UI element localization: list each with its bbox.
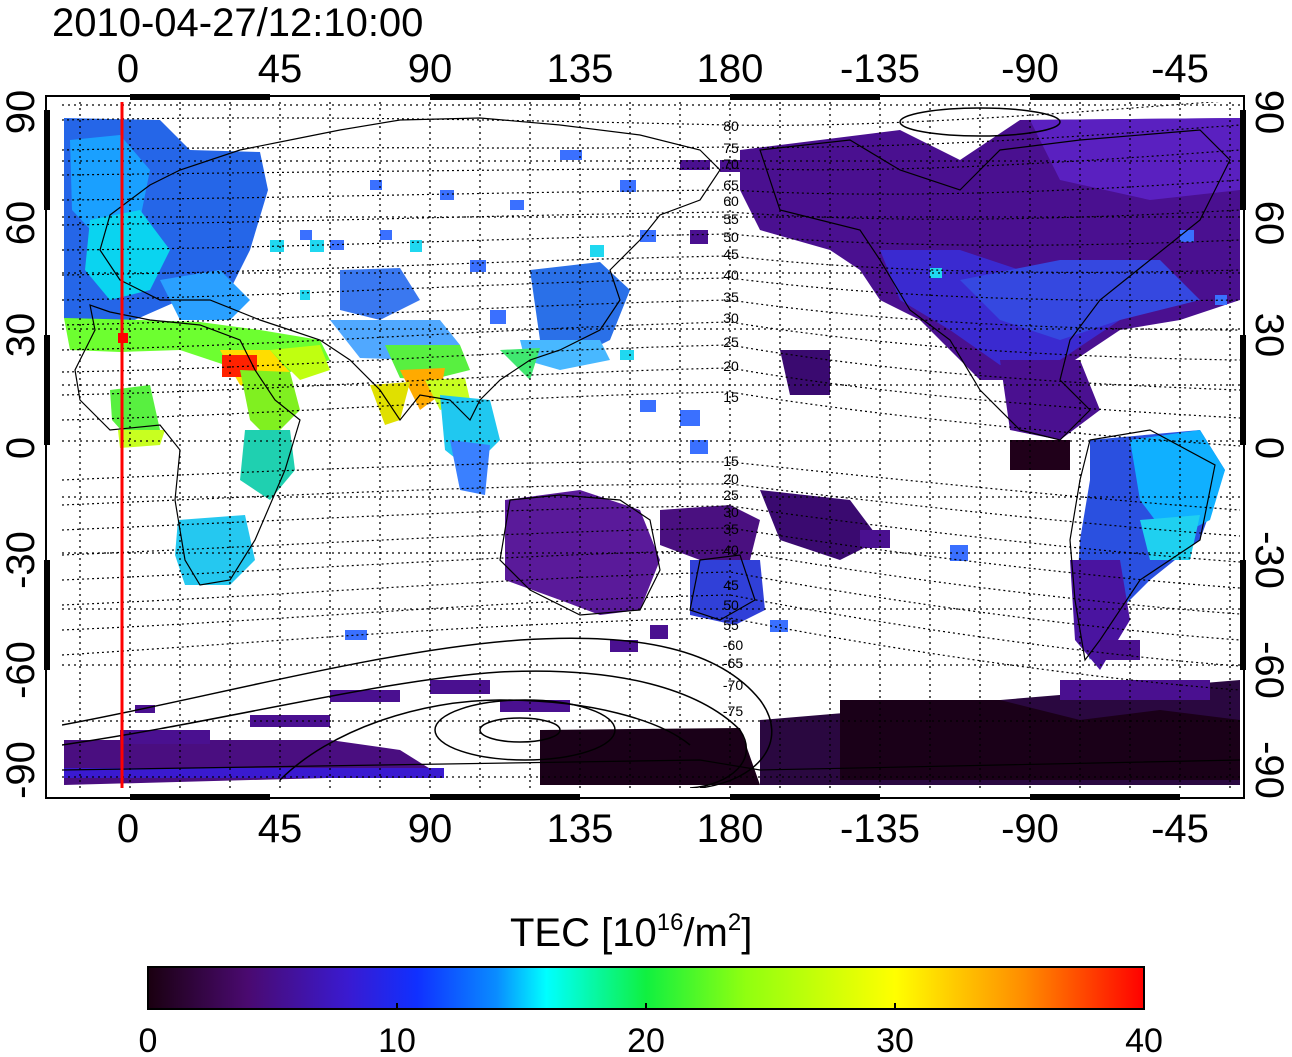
bottom-tick-label: -45 — [1151, 807, 1209, 851]
contour-label: -60 — [723, 637, 743, 653]
bottom-tick-label: 90 — [408, 807, 453, 851]
southern-solid-contours — [62, 107, 1061, 788]
contour-label: 40 — [723, 267, 739, 283]
left-tick-label: 0 — [0, 437, 43, 459]
top-tick-label: 180 — [697, 47, 764, 91]
contour-label: 15 — [723, 453, 739, 469]
contour-label: 55 — [723, 211, 739, 227]
colorbar-tick-label: 20 — [627, 1022, 665, 1057]
contour-label: 65 — [723, 177, 739, 193]
left-tick-label: 30 — [0, 313, 43, 358]
colorbar-tick-labels: 0 10 20 30 40 — [139, 1022, 1163, 1057]
bottom-longitude-ticks: 0 45 90 135 180 -135 -90 -45 — [117, 807, 1209, 851]
bottom-tick-label: 45 — [258, 807, 303, 851]
colorbar-label: TEC [1016/m2] — [510, 909, 752, 955]
contour-label: -75 — [723, 703, 743, 719]
left-tick-label: 90 — [0, 90, 43, 135]
contour-label: 75 — [723, 140, 739, 156]
contour-label: 20 — [723, 471, 739, 487]
colorbar-tick-label: 30 — [876, 1022, 914, 1057]
top-tick-label: -45 — [1151, 47, 1209, 91]
right-tick-label: 0 — [1247, 437, 1291, 459]
contour-label: -70 — [723, 677, 743, 693]
bottom-tick-label: 135 — [547, 807, 614, 851]
bottom-tick-label: -90 — [1001, 807, 1059, 851]
contour-label: 40 — [723, 542, 739, 558]
left-tick-label: -60 — [0, 641, 43, 699]
tec-data-patches — [64, 118, 1240, 785]
colorbar — [147, 966, 1145, 1010]
contour-label: 80 — [723, 118, 739, 134]
top-tick-label: -135 — [840, 47, 920, 91]
bottom-tick-label: 180 — [697, 807, 764, 851]
colorbar-label-unit: /m — [683, 911, 727, 955]
contour-label: 45 — [723, 246, 739, 262]
colorbar-tick-label: 10 — [378, 1022, 416, 1057]
top-tick-label: 0 — [117, 47, 139, 91]
right-tick-label: 60 — [1247, 201, 1291, 246]
top-tick-label: 90 — [408, 47, 453, 91]
right-latitude-ticks: 90 60 30 0 -30 -60 -90 — [1247, 90, 1291, 799]
coastlines — [62, 117, 1240, 771]
right-tick-label: 90 — [1247, 90, 1291, 135]
left-tick-label: 60 — [0, 201, 43, 246]
contour-label: 45 — [723, 577, 739, 593]
contour-label: 25 — [723, 334, 739, 350]
top-tick-label: 45 — [258, 47, 303, 91]
frame-tick-marks — [44, 94, 1246, 800]
colorbar-ticks — [396, 1003, 896, 1009]
magnetic-latitude-contours — [62, 102, 1240, 691]
bottom-tick-label: -135 — [840, 807, 920, 851]
left-latitude-ticks: 90 60 30 0 -30 -60 -90 — [0, 90, 43, 799]
contour-label: 25 — [723, 487, 739, 503]
contour-label: 50 — [723, 597, 739, 613]
colorbar-label-end: ] — [741, 911, 752, 955]
contour-label: 70 — [723, 156, 739, 172]
colorbar-tick-label: 0 — [139, 1022, 158, 1057]
contour-label: -65 — [723, 655, 743, 671]
colorbar-tick-label: 40 — [1125, 1022, 1163, 1057]
right-tick-label: 30 — [1247, 313, 1291, 358]
contour-label: 30 — [723, 310, 739, 326]
contour-label: 20 — [723, 358, 739, 374]
right-tick-label: -30 — [1247, 531, 1291, 589]
right-tick-label: -60 — [1247, 641, 1291, 699]
top-tick-label: -90 — [1001, 47, 1059, 91]
contour-label: 60 — [723, 193, 739, 209]
contour-label: 35 — [723, 289, 739, 305]
top-longitude-ticks: 0 45 90 135 180 -135 -90 -45 — [117, 47, 1209, 91]
right-tick-label: -90 — [1247, 741, 1291, 799]
contour-label: 30 — [723, 504, 739, 520]
left-tick-label: -30 — [0, 531, 43, 589]
colorbar-label-unit-exponent: 2 — [728, 909, 741, 936]
top-tick-label: 135 — [547, 47, 614, 91]
contour-label: 15 — [723, 389, 739, 405]
contour-label: 50 — [723, 229, 739, 245]
colorbar-label-exponent: 16 — [657, 909, 684, 936]
colorbar-label-main: TEC [10 — [510, 911, 657, 955]
contour-label: 35 — [723, 521, 739, 537]
left-tick-label: -90 — [0, 741, 43, 799]
contour-labels: 80 75 70 65 60 55 50 45 40 35 30 25 20 1… — [723, 118, 743, 719]
graticule — [62, 102, 1240, 788]
bottom-tick-label: 0 — [117, 807, 139, 851]
contour-label: 55 — [723, 617, 739, 633]
map-title: 2010-04-27/12:10:00 — [52, 1, 423, 45]
